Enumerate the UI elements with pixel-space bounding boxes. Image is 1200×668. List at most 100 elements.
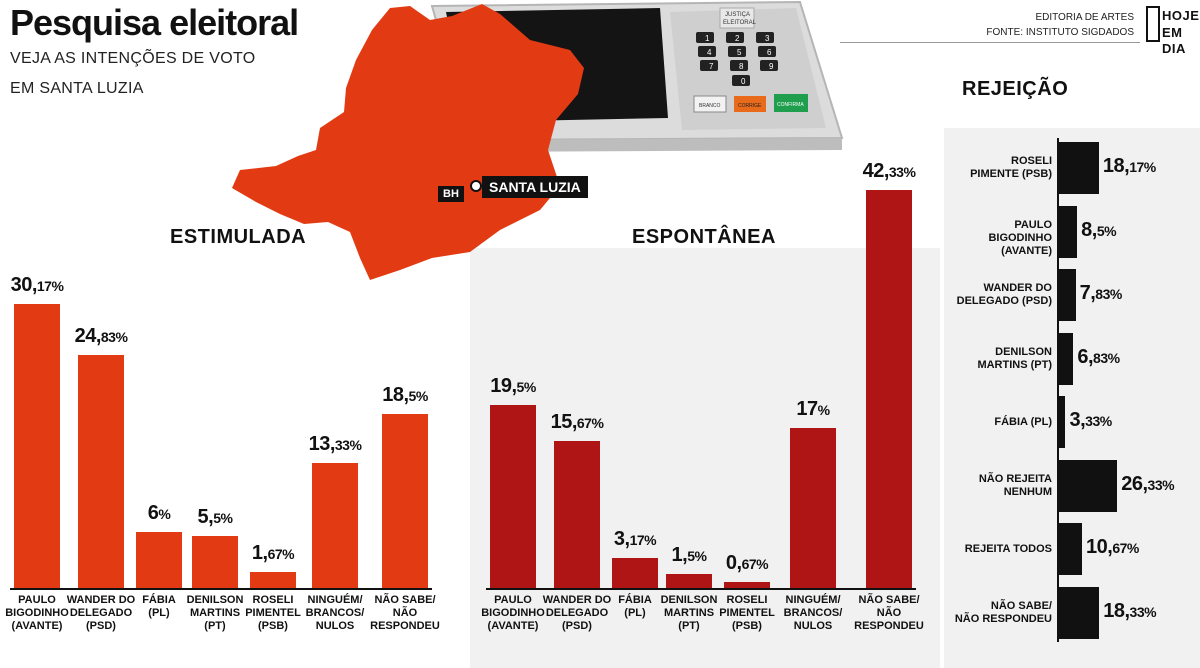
rejeicao-value-0: 18,17% <box>1103 155 1156 178</box>
rejeicao-category-3: DENILSON MARTINS (PT) <box>977 345 1052 371</box>
rejeicao-value-1: 8,5% <box>1081 219 1116 242</box>
value-label-1: 15,67% <box>538 411 616 434</box>
category-label-1: WANDER DO DELEGADO (PSD) <box>542 594 612 632</box>
value-dec: 5% <box>687 547 707 564</box>
value-dec: 17% <box>1129 159 1156 175</box>
rejeicao-value-2: 7,83% <box>1079 282 1123 305</box>
subtitle-line-2: EM SANTA LUZIA <box>10 80 144 97</box>
credit-divider <box>840 42 1140 43</box>
category-label-3: DENILSON MARTINS (PT) <box>660 594 718 632</box>
category-label-5: NINGUÉM/ BRANCOS/ NULOS <box>783 594 843 632</box>
value-label-2: 6% <box>120 502 198 525</box>
value-int: 7, <box>1079 282 1096 304</box>
value-dec: 67% <box>576 414 604 431</box>
ballot-keypad <box>696 32 778 86</box>
rejeicao-bar-3 <box>1058 332 1074 385</box>
value-dec: 33% <box>334 436 362 453</box>
value-label-5: 17% <box>774 398 852 421</box>
key-2: 2 <box>735 34 740 43</box>
value-dec: % <box>158 505 171 522</box>
page-title: Pesquisa eleitoral <box>10 2 299 43</box>
value-int: 1, <box>251 542 268 565</box>
value-label-4: 1,67% <box>234 542 312 565</box>
value-label-4: 0,67% <box>708 552 786 575</box>
category-label-2: FÁBIA (PL) <box>142 594 176 619</box>
bar-2 <box>612 558 658 588</box>
value-int: 18, <box>1103 599 1130 622</box>
chart-baseline <box>486 588 916 590</box>
key-5: 5 <box>737 48 742 57</box>
eleitoral-label: ELEITORAL <box>723 20 757 26</box>
bar-5 <box>312 462 358 588</box>
value-label-0: 19,5% <box>474 375 552 398</box>
rejeicao-axis <box>1057 138 1059 642</box>
estimulada-title: ESTIMULADA <box>170 226 307 248</box>
rejeicao-category-0: ROSELI PIMENTE (PSB) <box>970 155 1052 180</box>
chart-baseline <box>10 588 432 590</box>
category-label-4: ROSELI PIMENTEL (PSB) <box>719 594 775 632</box>
key-3: 3 <box>765 34 770 43</box>
value-label-5: 13,33% <box>296 433 374 456</box>
logo-text-2: EM DIA <box>1162 25 1186 56</box>
espontanea-panel-background <box>470 248 940 668</box>
value-dec: % <box>817 402 830 419</box>
rejeicao-category-4: FÁBIA (PL) <box>994 415 1052 428</box>
bar-3 <box>666 573 712 588</box>
category-label-3: DENILSON MARTINS (PT) <box>186 594 244 632</box>
bar-1 <box>554 440 600 588</box>
value-int: 3, <box>613 528 630 551</box>
key-6: 6 <box>767 48 772 57</box>
rejeicao-title: REJEIÇÃO <box>962 78 1069 100</box>
value-dec: 83% <box>1093 349 1120 366</box>
value-label-3: 1,5% <box>650 544 728 567</box>
minas-gerais-map <box>232 4 584 280</box>
category-label-2: FÁBIA (PL) <box>618 594 652 619</box>
rejeicao-category-1: PAULO BIGODINHO (AVANTE) <box>988 218 1052 257</box>
key-7: 7 <box>709 62 714 71</box>
value-label-6: 42,33% <box>850 160 928 183</box>
corrige-key-label: CORRIGE <box>738 103 762 109</box>
value-dec: 5% <box>213 510 233 527</box>
rejeicao-bar-4 <box>1058 396 1066 448</box>
value-label-2: 3,17% <box>596 528 674 551</box>
value-int: 19, <box>490 374 517 397</box>
value-int: 0, <box>725 551 742 574</box>
value-int: 24, <box>74 324 102 347</box>
branco-key-label: BRANCO <box>699 103 721 109</box>
rejeicao-category-2: WANDER DO DELEGADO (PSD) <box>956 282 1052 307</box>
category-label-5: NINGUÉM/ BRANCOS/ NULOS <box>305 594 365 632</box>
credit-fonte: FONTE: INSTITUTO SIGDADOS <box>986 27 1134 38</box>
value-int: 13, <box>308 432 336 455</box>
value-dec: 67% <box>267 546 295 563</box>
rejeicao-value-5: 26,33% <box>1121 473 1174 496</box>
value-int: 8, <box>1081 218 1097 241</box>
bar-3 <box>192 536 238 588</box>
santa-luzia-label: SANTA LUZIA <box>482 176 588 198</box>
value-dec: 5% <box>408 388 429 405</box>
rejeicao-bar-5 <box>1058 459 1118 512</box>
rejeicao-value-7: 18,33% <box>1103 600 1156 623</box>
branco-key <box>693 95 727 113</box>
rejeicao-bar-0 <box>1058 142 1099 194</box>
justica-label: JUSTIÇA <box>725 12 750 18</box>
bar-4 <box>724 581 770 588</box>
value-dec: 33% <box>1147 476 1175 493</box>
category-label-6: NÃO SABE/ NÃO RESPONDEU <box>370 594 440 632</box>
category-label-0: PAULO BIGODINHO (AVANTE) <box>481 594 545 632</box>
value-dec: 83% <box>1095 286 1122 302</box>
value-int: 6 <box>147 501 159 524</box>
value-int: 26, <box>1121 472 1148 495</box>
confirma-key-label: CONFIRMA <box>777 102 804 108</box>
key-4: 4 <box>707 48 712 57</box>
logo-text-1: HOJE <box>1162 8 1200 23</box>
credit-editoria: EDITORIA DE ARTES <box>1035 12 1134 23</box>
key-1: 1 <box>705 34 710 43</box>
hoje-em-dia-logo: HOJE EM DIA <box>1146 6 1199 56</box>
value-int: 15, <box>550 410 578 433</box>
bar-2 <box>136 531 182 588</box>
rejeicao-value-3: 6,83% <box>1077 346 1120 369</box>
bar-6 <box>382 414 428 588</box>
value-int: 3, <box>1069 409 1086 431</box>
value-int: 17 <box>796 398 818 421</box>
bar-4 <box>250 572 296 588</box>
